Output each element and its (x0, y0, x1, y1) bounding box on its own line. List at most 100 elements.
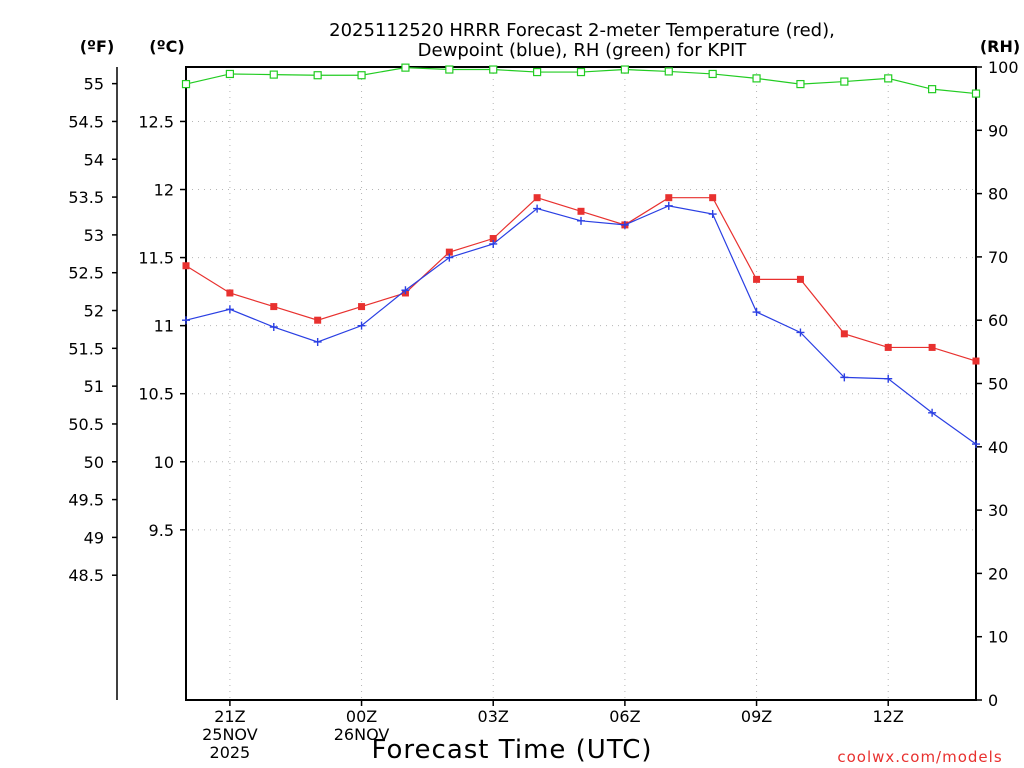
rh-tick-label: 40 (988, 438, 1008, 457)
rh-point (884, 74, 893, 83)
dewpoint-point (928, 408, 937, 417)
temperature-point (840, 330, 848, 338)
celsius-tick-label: 9.5 (149, 521, 174, 540)
dewpoint-point (489, 239, 498, 248)
fahrenheit-unit-label: (ºF) (80, 37, 115, 56)
rh-unit-label: (RH) (980, 37, 1020, 56)
rh-point (928, 85, 937, 94)
temperature-point (489, 235, 497, 243)
fahrenheit-tick-label: 55 (84, 75, 104, 94)
dewpoint-point (401, 286, 410, 295)
celsius-tick-label: 11.5 (138, 249, 174, 268)
dewpoint-point (884, 374, 893, 383)
celsius-unit-label: (ºC) (149, 37, 184, 56)
fahrenheit-tick-label: 51 (84, 377, 104, 396)
dewpoint-point (840, 373, 849, 382)
temperature-point (226, 289, 234, 297)
x-tick-label: 09Z (741, 707, 772, 726)
celsius-tick-label: 12 (154, 181, 174, 200)
x-tick-label: 12Z (873, 707, 904, 726)
rh-point (401, 63, 410, 72)
temperature-point (577, 207, 585, 215)
x-axis-title: Forecast Time (UTC) (371, 735, 652, 765)
grid-lines (186, 67, 976, 700)
rh-point (181, 79, 191, 89)
temperature-point (972, 357, 980, 365)
rh-tick-label: 30 (988, 501, 1008, 520)
dewpoint-point (972, 440, 980, 449)
dewpoint-point (225, 305, 234, 314)
x-tick-label: 06Z (609, 707, 640, 726)
plot-frame (185, 66, 977, 701)
temperature-point (665, 194, 673, 202)
rh-point (664, 67, 673, 76)
fahrenheit-tick-label: 52.5 (68, 264, 104, 283)
series-dewpoint (182, 201, 980, 449)
fahrenheit-tick-label: 53.5 (68, 188, 104, 207)
rh-tick-label: 80 (988, 185, 1008, 204)
fahrenheit-tick-label: 48.5 (68, 566, 104, 585)
dewpoint-line (185, 205, 977, 445)
fahrenheit-tick-label: 51.5 (68, 339, 104, 358)
x-tick-label: 25NOV (202, 725, 258, 744)
x-tick-label: 00Z (346, 707, 377, 726)
x-tick-label: 03Z (478, 707, 509, 726)
x-tick-label: 21Z (214, 707, 245, 726)
temperature-point (358, 303, 366, 311)
temperature-point (314, 316, 322, 324)
dewpoint-point (313, 337, 322, 346)
tick-labels: 48.5 49 49.5 50 50.5 51 51.5 52 52.5 53 53.5 54 54.5… (68, 58, 1018, 762)
dewpoint-point (269, 323, 278, 332)
x-tick-label: 2025 (210, 743, 251, 762)
celsius-tick-label: 10.5 (138, 385, 174, 404)
temperature-point (533, 194, 541, 202)
celsius-tick-label: 12.5 (138, 112, 174, 131)
temperature-point (182, 262, 190, 270)
temperature-point (884, 343, 892, 351)
dewpoint-point (752, 308, 761, 317)
series-rh (181, 63, 981, 98)
rh-point (225, 69, 234, 79)
temperature-point (445, 248, 453, 256)
rh-tick-label: 0 (988, 691, 998, 710)
rh-point (620, 65, 629, 74)
rh-point (840, 77, 849, 86)
dewpoint-point (357, 321, 366, 330)
x-tick-label: 26NOV (334, 725, 390, 744)
dewpoint-point (577, 216, 585, 225)
dewpoint-point (664, 201, 673, 210)
rh-tick-label: 70 (988, 248, 1008, 267)
dewpoint-point (620, 220, 629, 229)
temperature-point (753, 275, 761, 283)
chart-title-line1: 2025112520 HRRR Forecast 2-meter Tempera… (329, 20, 835, 41)
axes (116, 66, 977, 701)
rh-point (533, 67, 542, 77)
fahrenheit-tick-label: 53 (84, 226, 104, 245)
temperature-point (270, 303, 278, 311)
temperature-point (796, 275, 804, 283)
fahrenheit-tick-label: 50 (84, 453, 104, 472)
dewpoint-point (796, 328, 805, 337)
temperature-point (709, 194, 717, 202)
fahrenheit-tick-label: 52 (84, 302, 104, 321)
fahrenheit-tick-label: 49.5 (68, 491, 104, 510)
celsius-tick-label: 11 (154, 317, 174, 336)
fahrenheit-tick-label: 54 (84, 150, 104, 169)
data-series (181, 63, 981, 449)
rh-point (489, 65, 498, 74)
dewpoint-point (708, 210, 717, 219)
rh-point (576, 67, 586, 77)
rh-point (357, 71, 366, 80)
rh-point (971, 89, 981, 98)
fahrenheit-tick-label: 49 (84, 528, 104, 547)
rh-point (445, 65, 454, 74)
celsius-tick-label: 10 (154, 453, 174, 472)
chart-title-line2: Dewpoint (blue), RH (green) for KPIT (418, 40, 748, 61)
credit-text: coolwx.com/models (837, 748, 1002, 766)
fahrenheit-tick-label: 54.5 (68, 112, 104, 131)
rh-point (269, 70, 278, 79)
rh-tick-label: 10 (988, 628, 1008, 647)
rh-tick-label: 50 (988, 375, 1008, 394)
dewpoint-point (182, 316, 190, 325)
